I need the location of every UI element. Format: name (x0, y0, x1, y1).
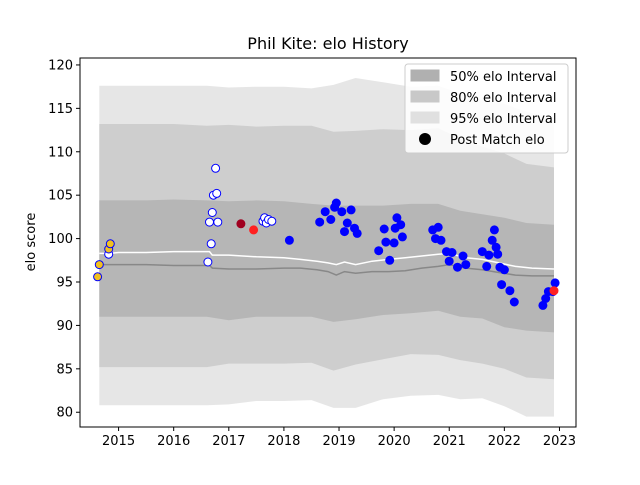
match-point-filled (346, 205, 356, 215)
y-axis-ticks: 80 85 90 95 100 105 110 115 120 (48, 58, 80, 421)
y-tick-label: 115 (48, 102, 73, 117)
match-point-filled (505, 286, 515, 296)
match-point-filled (326, 215, 336, 224)
match-point-filled (392, 213, 402, 223)
match-point-filled (331, 198, 341, 208)
match-point-gold (94, 260, 104, 270)
match-point-filled (385, 255, 395, 265)
match-point-red (249, 225, 259, 235)
x-tick-label: 2023 (543, 434, 576, 449)
legend-label: Post Match elo (450, 133, 545, 148)
legend-label: 95% elo Interval (450, 112, 557, 127)
band-50 (99, 199, 555, 333)
plot-frame (79, 57, 577, 428)
match-point-filled (374, 246, 384, 256)
match-point-filled (444, 256, 454, 266)
y-tick-label: 80 (56, 406, 73, 421)
match-point-red (549, 286, 559, 296)
match-point-filled (396, 220, 406, 230)
legend-box (404, 63, 569, 154)
match-point-hollow (213, 217, 223, 227)
match-point-filled (433, 222, 443, 232)
match-point-filled (352, 228, 362, 238)
match-point-filled (342, 218, 352, 228)
x-tick-label: 2016 (157, 434, 190, 449)
match-point-hollow (211, 163, 221, 173)
match-point-filled (487, 235, 497, 245)
y-tick-label: 90 (56, 319, 73, 334)
match-point-filled (337, 207, 347, 217)
y-tick-label: 100 (48, 232, 73, 247)
legend-marker (419, 133, 431, 145)
match-point-filled (389, 238, 399, 248)
match-point-filled (489, 225, 499, 235)
median-elo-line (99, 263, 554, 277)
y-axis-label: elo score (24, 213, 39, 272)
x-tick-label: 2015 (102, 434, 135, 449)
match-point-hollow (267, 216, 277, 226)
match-point-filled (447, 248, 457, 257)
match-point-hollow (205, 217, 214, 227)
x-tick-label: 2020 (378, 434, 411, 449)
match-point-filled (493, 249, 503, 259)
x-axis-ticks: 2015 2016 2017 2018 2019 2020 2021 2022 2023 (102, 427, 576, 449)
interval-bands (99, 78, 555, 417)
y-tick-label: 95 (56, 276, 73, 291)
match-point-filled (315, 217, 325, 227)
match-point-hollow (212, 188, 222, 198)
legend-swatch (410, 111, 440, 124)
legend-label: 50% elo Interval (450, 70, 557, 85)
match-point-filled (284, 235, 294, 245)
match-point-gold (93, 272, 103, 282)
y-tick-label: 85 (56, 362, 73, 377)
legend-label: 80% elo Interval (450, 91, 557, 106)
match-point-filled (320, 207, 330, 217)
match-point-filled (381, 237, 391, 247)
match-point-hollow (206, 239, 216, 249)
x-tick-label: 2022 (488, 434, 521, 449)
match-point-filled (397, 232, 407, 242)
y-tick-label: 105 (48, 189, 73, 204)
match-point-filled (461, 260, 471, 270)
x-tick-label: 2017 (212, 434, 245, 449)
match-point-filled (550, 278, 560, 288)
mean-elo-line (99, 250, 555, 270)
match-point-filled (484, 250, 494, 260)
match-point-filled (340, 227, 349, 237)
post-match-points (93, 163, 560, 310)
match-point-filled (453, 262, 462, 272)
match-point-filled (482, 261, 492, 271)
legend-swatch (410, 90, 440, 103)
legend-swatch (410, 69, 440, 82)
match-point-filled (509, 297, 519, 307)
match-point-filled (458, 251, 468, 261)
x-tick-label: 2018 (267, 434, 300, 449)
match-point-darkred (236, 219, 246, 229)
match-point-hollow (207, 208, 217, 217)
x-tick-label: 2021 (433, 434, 466, 449)
match-point-filled (499, 265, 509, 275)
y-tick-label: 110 (48, 145, 73, 160)
elo-lines (99, 250, 555, 277)
x-tick-label: 2019 (322, 434, 355, 449)
match-point-gold (105, 239, 115, 249)
match-point-hollow (203, 257, 213, 267)
y-tick-label: 120 (48, 58, 73, 73)
match-point-filled (497, 280, 507, 290)
legend: 50% elo Interval 80% elo Interval 95% elo … (404, 63, 569, 154)
chart-title: Phil Kite: elo History (247, 34, 408, 53)
match-point-filled (379, 224, 389, 234)
match-point-filled (436, 235, 446, 245)
